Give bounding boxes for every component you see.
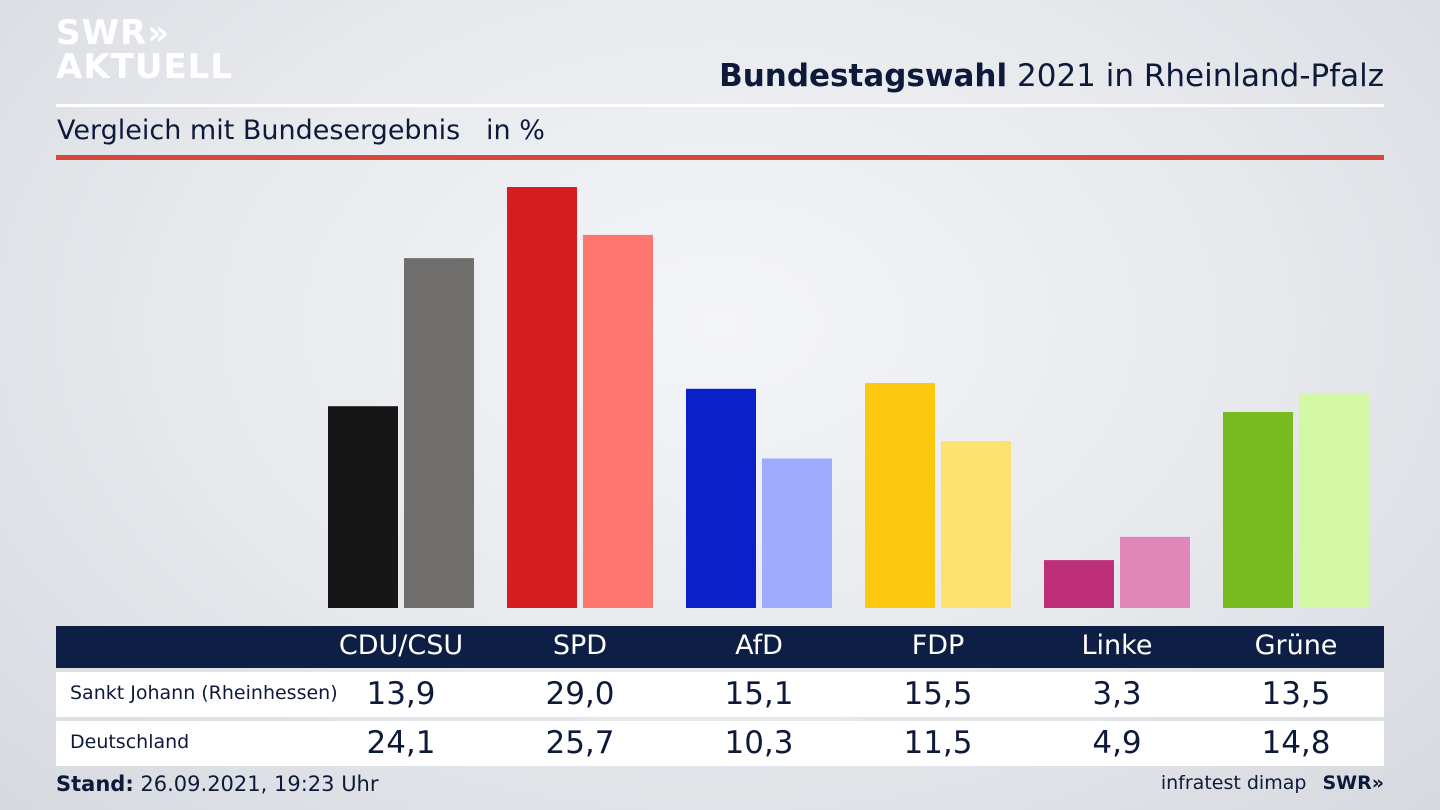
page-title-bold: Bundestagswahl xyxy=(719,58,1008,94)
results-table: CDU/CSU SPD AfD FDP Linke Grüne Sankt Johann … xyxy=(56,626,1384,766)
column-header: CDU/CSU xyxy=(338,630,464,661)
bar-cdu-csu-bund xyxy=(404,258,474,608)
bar-fdp-local xyxy=(865,382,935,608)
table-cell: 25,7 xyxy=(545,725,615,761)
column-header: FDP xyxy=(911,630,965,661)
table-cell: 4,9 xyxy=(1092,725,1142,761)
column-header: AfD xyxy=(735,630,783,661)
bar-linke-bund xyxy=(1120,536,1190,608)
timestamp: Stand: 26.09.2021, 19:23 Uhr xyxy=(56,772,379,796)
bar-cdu-csu-local xyxy=(328,406,398,608)
swr-aktuell-logo: SWR» AKTUELL xyxy=(56,16,233,84)
page-title: Bundestagswahl 2021 in Rheinland-Pfalz xyxy=(719,58,1384,94)
table-cell: 24,1 xyxy=(366,725,436,761)
source-label: infratest dimap xyxy=(1160,772,1307,794)
stand-label: Stand: xyxy=(56,772,134,796)
table-header: CDU/CSU SPD AfD FDP Linke Grüne xyxy=(56,626,1384,668)
stand-value: 26.09.2021, 19:23 Uhr xyxy=(140,772,379,796)
title-divider xyxy=(56,104,1384,107)
table-cell: 13,5 xyxy=(1261,676,1331,712)
chart-subtitle: Vergleich mit Bundesergebnis in % xyxy=(57,115,545,146)
table-cell: 11,5 xyxy=(903,725,973,761)
table-row: Sankt Johann (Rheinhessen) 13,9 29,0 15,1 1… xyxy=(56,672,1384,717)
bar-linke-local xyxy=(1044,560,1114,608)
table-cell: 3,3 xyxy=(1092,676,1142,712)
row-label: Sankt Johann (Rheinhessen) xyxy=(70,682,338,704)
column-header: Grüne xyxy=(1254,630,1338,661)
table-cell: 15,5 xyxy=(903,676,973,712)
column-header: SPD xyxy=(552,630,608,661)
table-cell: 13,9 xyxy=(366,676,436,712)
row-label: Deutschland xyxy=(70,731,190,753)
subtitle-divider xyxy=(56,155,1384,160)
table-row: Deutschland 24,1 25,7 10,3 11,5 4,9 14,8 xyxy=(56,721,1384,766)
bar-gr-ne-local xyxy=(1223,412,1293,608)
source-credit: infratest dimap SWR» xyxy=(1161,772,1384,794)
page-title-rest: 2021 in Rheinland-Pfalz xyxy=(1017,58,1384,94)
logo-line-aktuell: AKTUELL xyxy=(56,47,234,87)
bar-afd-local xyxy=(686,388,756,608)
column-header: Linke xyxy=(1081,630,1153,661)
bar-afd-bund xyxy=(762,458,832,608)
table-cell: 29,0 xyxy=(545,676,615,712)
swr-small-logo: SWR» xyxy=(1322,772,1384,794)
bar-spd-bund xyxy=(583,234,653,608)
bar-fdp-bund xyxy=(941,441,1011,608)
table-cell: 14,8 xyxy=(1261,725,1331,761)
logo-line-swr: SWR» xyxy=(56,13,171,53)
bar-gr-ne-bund xyxy=(1299,393,1369,608)
table-cell: 15,1 xyxy=(724,676,794,712)
table-cell: 10,3 xyxy=(724,725,794,761)
bar-spd-local xyxy=(507,187,577,608)
